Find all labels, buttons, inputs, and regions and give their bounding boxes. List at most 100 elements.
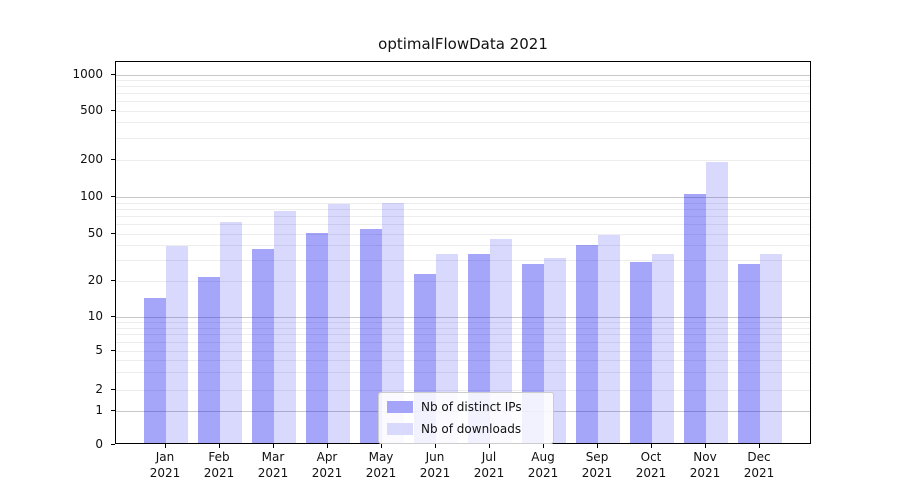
x-tick-label-apr: Apr 2021 bbox=[311, 450, 343, 480]
legend-label-downloads: Nb of downloads bbox=[421, 422, 522, 436]
x-tick-mark bbox=[651, 444, 652, 448]
bar-distinct-ips-apr bbox=[306, 232, 328, 443]
bar-distinct-ips-oct bbox=[630, 261, 652, 443]
bar-downloads-dec bbox=[760, 253, 782, 443]
bar-distinct-ips-jan bbox=[144, 297, 166, 443]
grid-line-4 bbox=[116, 359, 810, 361]
y-tick-mark bbox=[111, 409, 115, 411]
bar-distinct-ips-dec bbox=[738, 263, 760, 443]
x-tick-label-jul: Jul 2021 bbox=[473, 450, 505, 480]
x-tick-mark bbox=[543, 444, 544, 448]
y-tick-label-20: 20 bbox=[87, 272, 103, 287]
legend-label-distinct-ips: Nb of distinct IPs bbox=[421, 400, 522, 414]
x-tick-label-jun: Jun 2021 bbox=[419, 450, 451, 480]
bar-downloads-may bbox=[382, 202, 404, 443]
y-tick-label-500: 500 bbox=[80, 102, 103, 117]
grid-line-700 bbox=[116, 93, 810, 95]
y-tick-label-1: 1 bbox=[95, 402, 103, 417]
y-tick-label-200: 200 bbox=[80, 151, 103, 166]
y-tick-label-50: 50 bbox=[87, 226, 103, 240]
bar-downloads-mar bbox=[274, 210, 296, 443]
x-tick-label-jan: Jan 2021 bbox=[149, 450, 181, 480]
grid-line-60 bbox=[116, 224, 810, 226]
grid-line-2 bbox=[116, 389, 810, 391]
grid-line-9 bbox=[116, 322, 810, 324]
plot-area: Nb of distinct IPs Nb of downloads bbox=[115, 61, 811, 444]
x-tick-mark bbox=[327, 444, 328, 448]
x-tick-label-feb: Feb 2021 bbox=[203, 450, 235, 480]
legend-swatch-downloads bbox=[387, 423, 413, 435]
x-tick-mark bbox=[381, 444, 382, 448]
legend: Nb of distinct IPs Nb of downloads bbox=[378, 392, 554, 444]
grid-line-100 bbox=[116, 197, 810, 198]
grid-line-400 bbox=[116, 122, 810, 124]
grid-line-5 bbox=[116, 350, 810, 352]
bar-distinct-ips-nov bbox=[684, 194, 706, 443]
y-tick-mark bbox=[111, 388, 115, 390]
x-tick-label-sep: Sep 2021 bbox=[581, 450, 613, 480]
bar-downloads-jan bbox=[166, 246, 188, 443]
bar-downloads-feb bbox=[220, 221, 242, 443]
y-tick-label-2: 2 bbox=[95, 381, 103, 396]
y-tick-label-100: 100 bbox=[80, 189, 103, 203]
y-tick-label-10: 10 bbox=[87, 309, 103, 323]
grid-line-200 bbox=[116, 159, 810, 161]
grid-line-900 bbox=[116, 79, 810, 81]
y-tick-mark bbox=[111, 73, 115, 75]
grid-line-1000 bbox=[116, 74, 810, 76]
x-tick-mark bbox=[273, 444, 274, 448]
x-tick-mark bbox=[219, 444, 220, 448]
grid-line-70 bbox=[116, 216, 810, 218]
legend-swatch-distinct-ips bbox=[387, 401, 413, 413]
y-tick-mark bbox=[111, 443, 115, 445]
grid-line-80 bbox=[116, 208, 810, 210]
x-tick-label-oct: Oct 2021 bbox=[635, 450, 667, 480]
y-tick-mark bbox=[111, 349, 115, 351]
x-tick-label-aug: Aug 2021 bbox=[527, 450, 559, 480]
grid-line-40 bbox=[116, 245, 810, 247]
x-tick-label-mar: Mar 2021 bbox=[257, 450, 289, 480]
grid-line-6 bbox=[116, 341, 810, 343]
grid-line-20 bbox=[116, 280, 810, 282]
grid-line-800 bbox=[116, 86, 810, 88]
bar-downloads-oct bbox=[652, 253, 674, 443]
x-tick-mark bbox=[435, 444, 436, 448]
y-tick-mark bbox=[111, 158, 115, 160]
x-tick-mark bbox=[705, 444, 706, 448]
bar-distinct-ips-feb bbox=[198, 276, 220, 443]
x-tick-mark bbox=[165, 444, 166, 448]
legend-item-downloads: Nb of downloads bbox=[387, 420, 545, 438]
grid-line-50 bbox=[116, 234, 810, 235]
bar-downloads-apr bbox=[328, 204, 350, 443]
grid-line-90 bbox=[116, 202, 810, 204]
y-tick-mark bbox=[111, 316, 115, 317]
bar-downloads-sep bbox=[598, 234, 620, 443]
x-tick-label-nov: Nov 2021 bbox=[689, 450, 721, 480]
bar-downloads-nov bbox=[706, 162, 728, 443]
x-tick-mark bbox=[759, 444, 760, 448]
y-tick-label-5: 5 bbox=[95, 342, 103, 357]
x-tick-label-may: May 2021 bbox=[365, 450, 397, 480]
y-tick-mark bbox=[111, 109, 115, 111]
x-tick-label-dec: Dec 2021 bbox=[743, 450, 775, 480]
x-tick-mark bbox=[489, 444, 490, 448]
bar-distinct-ips-mar bbox=[252, 249, 274, 443]
grid-line-3 bbox=[116, 372, 810, 374]
grid-line-600 bbox=[116, 101, 810, 103]
y-tick-mark bbox=[111, 196, 115, 197]
y-tick-label-0: 0 bbox=[95, 436, 103, 451]
y-tick-mark bbox=[111, 279, 115, 281]
x-tick-mark bbox=[597, 444, 598, 448]
legend-item-distinct-ips: Nb of distinct IPs bbox=[387, 398, 545, 416]
grid-line-10 bbox=[116, 317, 810, 318]
grid-line-500 bbox=[116, 110, 810, 112]
grid-line-8 bbox=[116, 327, 810, 329]
bar-distinct-ips-may bbox=[360, 229, 382, 443]
grid-line-300 bbox=[116, 137, 810, 139]
bar-distinct-ips-sep bbox=[576, 245, 598, 443]
grid-line-30 bbox=[116, 259, 810, 261]
y-tick-label-1000: 1000 bbox=[72, 66, 103, 81]
y-tick-mark bbox=[111, 233, 115, 234]
chart-title: optimalFlowData 2021 bbox=[378, 35, 548, 53]
